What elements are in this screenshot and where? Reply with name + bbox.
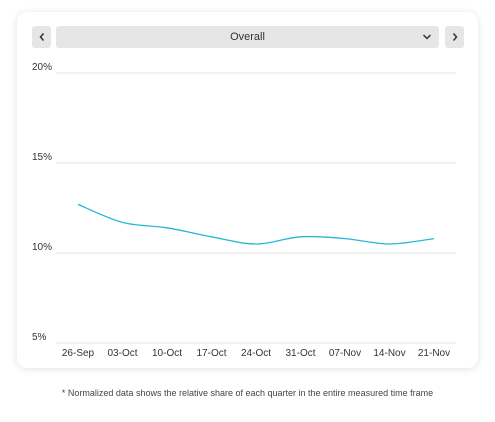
x-tick-label: 10-Oct <box>152 348 182 359</box>
period-select[interactable]: Overall <box>56 26 439 48</box>
x-tick-label: 03-Oct <box>107 348 137 359</box>
y-tick-label: 20% <box>32 62 52 73</box>
previous-button[interactable] <box>32 26 51 48</box>
y-tick-label: 5% <box>32 332 47 343</box>
x-axis-ticks: 26-Sep 03-Oct 10-Oct 17-Oct 24-Oct 31-Oct 07-N… <box>62 348 450 359</box>
period-select-value: Overall <box>230 31 265 43</box>
chevron-down-icon <box>422 34 432 40</box>
y-tick-label: 15% <box>32 152 52 163</box>
x-tick-label: 21-Nov <box>418 348 450 359</box>
chart-card: Overall <box>17 12 478 368</box>
next-button[interactable] <box>445 26 464 48</box>
x-tick-label: 24-Oct <box>241 348 271 359</box>
x-tick-label: 07-Nov <box>329 348 361 359</box>
x-tick-label: 17-Oct <box>196 348 226 359</box>
x-tick-label: 31-Oct <box>285 348 315 359</box>
chevron-right-icon <box>452 33 457 41</box>
y-tick-label: 10% <box>32 242 52 253</box>
series-lines <box>77 203 435 245</box>
gridlines <box>56 72 456 344</box>
x-tick-label: 14-Nov <box>373 348 405 359</box>
x-tick-label: 26-Sep <box>62 348 95 359</box>
series-line <box>77 203 435 245</box>
chevron-left-icon <box>39 33 44 41</box>
y-axis-ticks: 20% 15% 10% 5% <box>32 62 52 343</box>
footnote: * Normalized data shows the relative sha… <box>61 388 434 398</box>
